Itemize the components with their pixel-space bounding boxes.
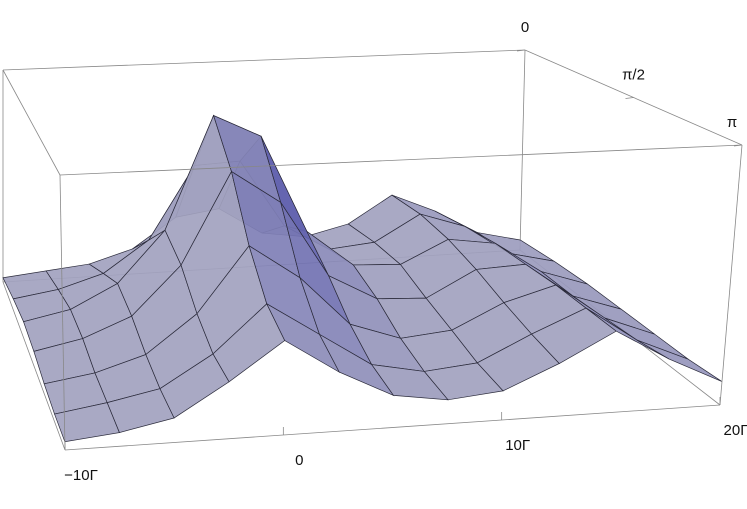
surface-patch [636,339,723,382]
box-edge [2,69,61,176]
surface-patch [604,317,689,360]
x-tick-label: 10Γ [505,437,530,454]
box-edge [2,281,66,451]
y-tick-label: π [727,114,737,131]
y-tick [625,97,634,99]
box-edge [719,144,743,406]
box-edge [519,49,526,251]
x-tick-label: −10Γ [64,467,98,484]
box-edge [2,49,526,71]
box-edge [59,144,743,176]
y-tick-label: π/2 [622,66,645,83]
y-tick-label: 0 [521,19,529,36]
box-edge [59,174,66,451]
y-tick [733,144,743,147]
x-tick-label: 20Γ [724,422,747,439]
x-tick-label: 0 [295,452,303,469]
box-edge [64,404,721,451]
y-tick [516,49,526,52]
